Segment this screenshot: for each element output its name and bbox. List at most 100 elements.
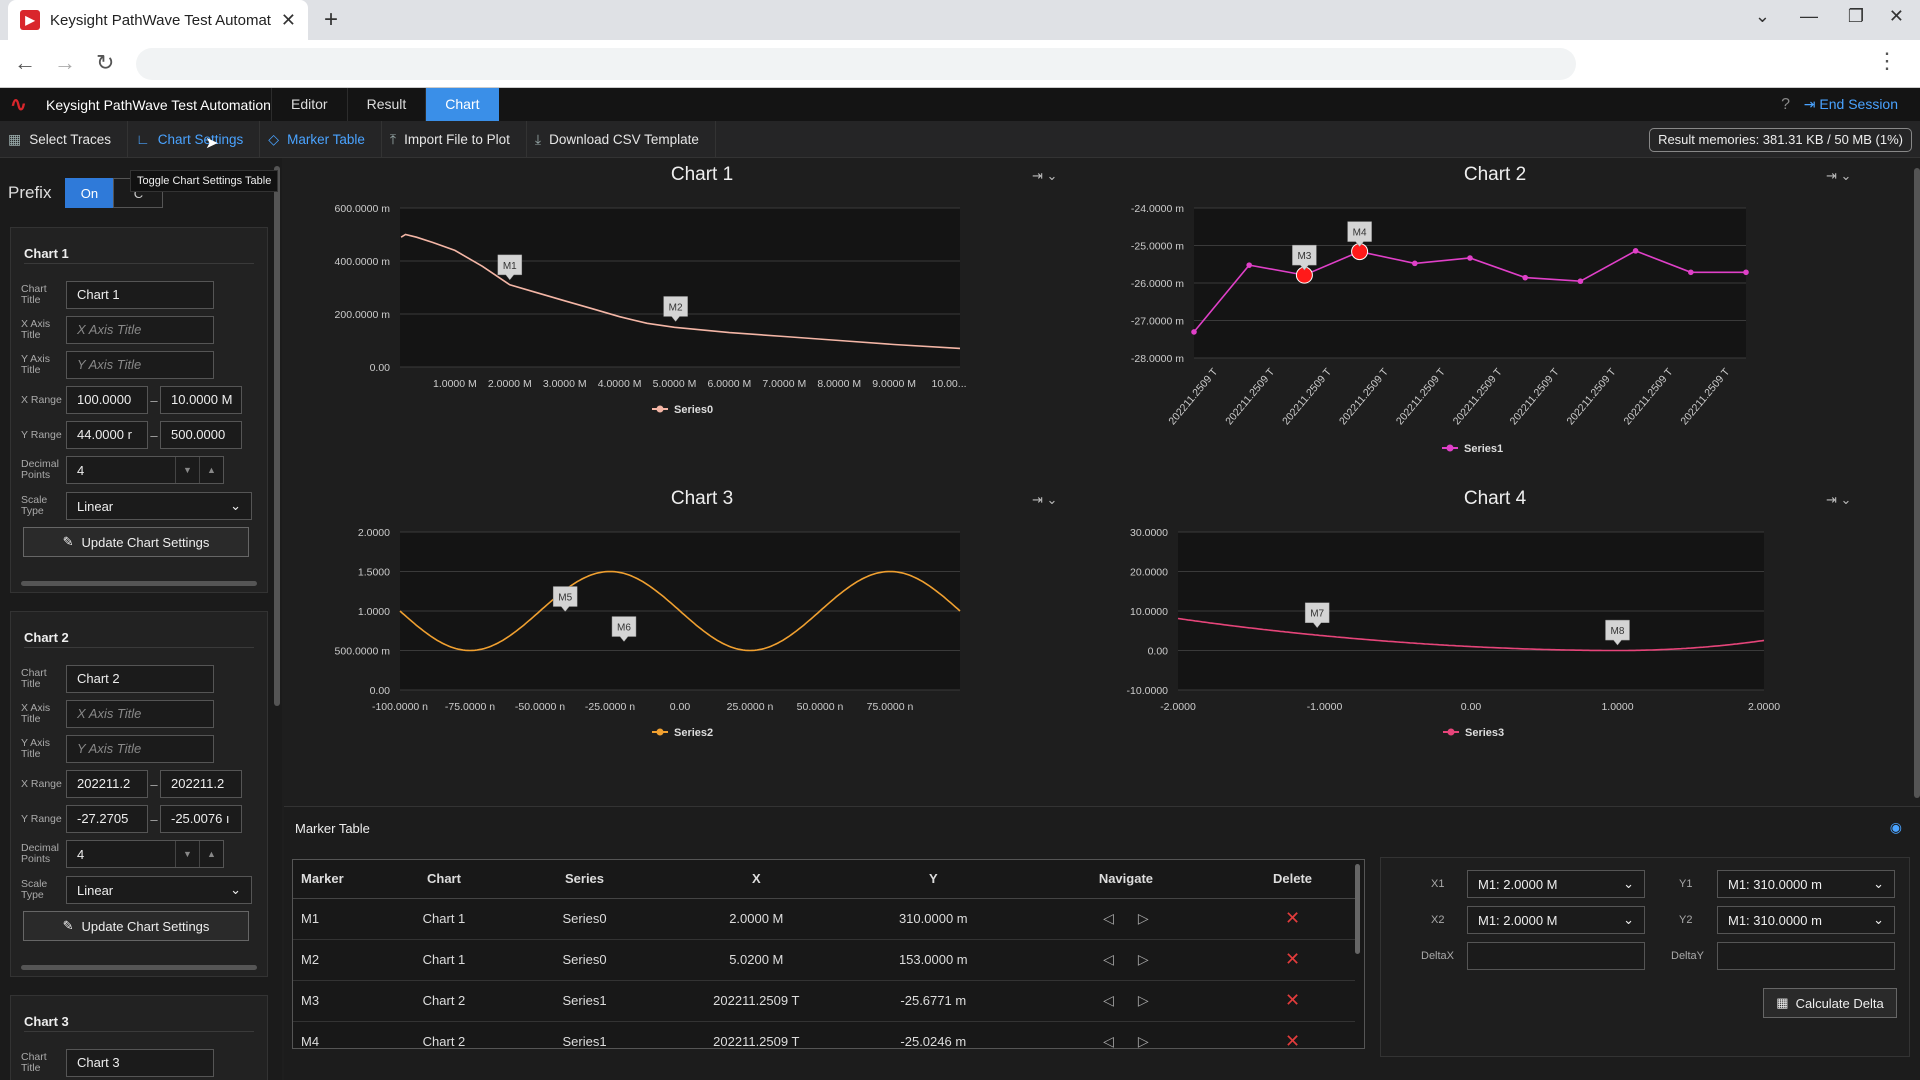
- navigate-right-icon[interactable]: ▷: [1137, 992, 1149, 1008]
- table-row[interactable]: M1 Chart 1 Series0 2.0000 M 310.0000 m ◁ ▷ ✕: [293, 898, 1355, 940]
- chart-2-menu[interactable]: ⇥ ⌄: [1826, 168, 1851, 184]
- y-range-min-input[interactable]: 44.0000 r: [66, 421, 148, 449]
- chart-3-menu[interactable]: ⇥ ⌄: [1032, 492, 1057, 508]
- y1-select[interactable]: M1: 310.0000 m ⌄: [1717, 870, 1895, 898]
- chart-1-menu[interactable]: ⇥ ⌄: [1032, 168, 1057, 184]
- y-range-max-input[interactable]: -25.0076 ı: [160, 805, 242, 833]
- table-row[interactable]: M2 Chart 1 Series0 5.0200 M 153.0000 m ◁ ▷ ✕: [293, 939, 1355, 981]
- legend-label[interactable]: Series0: [674, 404, 713, 416]
- reload-icon[interactable]: ↻: [96, 50, 115, 75]
- y2-select[interactable]: M1: 310.0000 m ⌄: [1717, 906, 1895, 934]
- decrement-icon[interactable]: ▼: [175, 457, 199, 483]
- x-range-max-input[interactable]: 10.0000 M: [160, 386, 242, 414]
- panel-scrollbar[interactable]: [21, 581, 257, 586]
- table-scrollbar[interactable]: [1355, 864, 1360, 954]
- forward-icon[interactable]: →: [54, 50, 76, 75]
- chart-title-input[interactable]: Chart 2: [66, 665, 214, 693]
- decimal-points-stepper[interactable]: 4 ▼ ▲: [66, 456, 224, 484]
- scale-type-select[interactable]: Linear ⌄: [66, 492, 252, 520]
- navigate-right-icon[interactable]: ▷: [1137, 910, 1149, 926]
- restore-icon[interactable]: ❐: [1847, 6, 1864, 26]
- import-file-button[interactable]: ⤒ Import File to Plot: [382, 120, 527, 158]
- delete-icon[interactable]: ✕: [1284, 908, 1301, 928]
- marker-flag[interactable]: [1292, 244, 1317, 271]
- delete-icon[interactable]: ✕: [1284, 1031, 1301, 1049]
- refresh-icon[interactable]: ◉: [1889, 819, 1902, 835]
- export-icon[interactable]: ⇥: [1826, 492, 1837, 507]
- export-icon[interactable]: ⇥: [1826, 168, 1837, 183]
- chevron-down-icon[interactable]: ⌄: [1046, 492, 1058, 507]
- x-axis-title-input[interactable]: X Axis Title: [66, 700, 214, 728]
- chart-title-input[interactable]: Chart 1: [66, 281, 214, 309]
- legend-label[interactable]: Series2: [674, 727, 713, 739]
- table-row[interactable]: M3 Chart 2 Series1 202211.2509 T -25.6771 m ◁…: [293, 980, 1355, 1022]
- export-icon[interactable]: ⇥: [1032, 168, 1043, 183]
- close-tab-icon[interactable]: ✕: [280, 9, 296, 30]
- x-range-min-input[interactable]: 202211.2: [66, 770, 148, 798]
- legend-label[interactable]: Series3: [1465, 727, 1504, 739]
- end-session-button[interactable]: ⇥ End Session: [1804, 96, 1898, 113]
- chart-settings-button[interactable]: ∟ Chart Settings: [128, 120, 261, 158]
- navigate-left-icon[interactable]: ◁: [1103, 910, 1114, 926]
- browser-tab[interactable]: ▶ Keysight PathWave Test Automat ✕: [8, 0, 308, 40]
- download-csv-button[interactable]: ⤓ Download CSV Template: [527, 120, 716, 158]
- deltax-field[interactable]: [1467, 942, 1645, 970]
- increment-icon[interactable]: ▲: [199, 841, 223, 867]
- x1-select[interactable]: M1: 2.0000 M ⌄: [1467, 870, 1645, 898]
- decrement-icon[interactable]: ▼: [175, 841, 199, 867]
- x-range-max-input[interactable]: 202211.2: [160, 770, 242, 798]
- delete-icon[interactable]: ✕: [1284, 949, 1301, 969]
- deltay-field[interactable]: [1717, 942, 1895, 970]
- marker-flag[interactable]: [1304, 602, 1330, 629]
- marker-flag[interactable]: [497, 254, 523, 281]
- decimal-points-stepper[interactable]: 4 ▼ ▲: [66, 840, 224, 868]
- increment-icon[interactable]: ▲: [199, 457, 223, 483]
- navigate-left-icon[interactable]: ◁: [1103, 992, 1114, 1008]
- marker-flag[interactable]: [611, 616, 637, 642]
- new-tab-button[interactable]: +: [324, 6, 339, 33]
- prefix-on-button[interactable]: On: [65, 178, 114, 208]
- x-axis-title-input[interactable]: X Axis Title: [66, 316, 214, 344]
- marker-table-button[interactable]: ◇ Marker Table: [260, 120, 382, 158]
- calculate-delta-button[interactable]: ▦ Calculate Delta: [1763, 988, 1897, 1018]
- table-row[interactable]: M4 Chart 2 Series1 202211.2509 T -25.0246 m ◁…: [293, 1021, 1355, 1049]
- select-traces-button[interactable]: ▦ Select Traces: [0, 120, 129, 158]
- update-chart-settings-button[interactable]: ✎ Update Chart Settings: [23, 527, 249, 557]
- chart-4-menu[interactable]: ⇥ ⌄: [1826, 492, 1851, 508]
- back-icon[interactable]: ←: [14, 50, 36, 75]
- help-icon[interactable]: ?: [1781, 96, 1790, 113]
- y-range-max-input[interactable]: 500.0000: [160, 421, 242, 449]
- minimize-icon[interactable]: —: [1800, 6, 1818, 26]
- panel-scrollbar[interactable]: [21, 965, 257, 970]
- sidebar-scrollbar[interactable]: [274, 166, 280, 706]
- navigate-right-icon[interactable]: ▷: [1137, 951, 1149, 967]
- tab-editor[interactable]: Editor: [271, 88, 347, 121]
- export-icon[interactable]: ⇥: [1032, 492, 1043, 507]
- navigate-right-icon[interactable]: ▷: [1137, 1033, 1149, 1049]
- navigate-left-icon[interactable]: ◁: [1103, 1033, 1114, 1049]
- update-chart-settings-button[interactable]: ✎ Update Chart Settings: [23, 911, 249, 941]
- tab-chart[interactable]: Chart: [425, 88, 499, 121]
- chevron-down-icon[interactable]: ⌄: [1840, 492, 1852, 507]
- scale-type-select[interactable]: Linear ⌄: [66, 876, 252, 904]
- chevron-down-icon[interactable]: ⌄: [1840, 168, 1852, 183]
- close-window-icon[interactable]: ✕: [1888, 6, 1904, 26]
- y-axis-title-input[interactable]: Y Axis Title: [66, 351, 214, 379]
- marker-flag[interactable]: [1347, 221, 1372, 247]
- charts-scrollbar[interactable]: [1914, 168, 1920, 798]
- navigate-left-icon[interactable]: ◁: [1103, 951, 1114, 967]
- y-axis-title-input[interactable]: Y Axis Title: [66, 735, 214, 763]
- chart-title-input[interactable]: Chart 3: [66, 1049, 214, 1077]
- browser-menu-icon[interactable]: ⋮: [1876, 48, 1898, 73]
- legend-label[interactable]: Series1: [1464, 443, 1503, 455]
- y-range-min-input[interactable]: -27.2705: [66, 805, 148, 833]
- address-bar[interactable]: [136, 48, 1576, 80]
- tab-list-chevron-icon[interactable]: ⌄: [1754, 6, 1770, 26]
- chevron-down-icon[interactable]: ⌄: [1046, 168, 1058, 183]
- tab-result[interactable]: Result: [346, 88, 426, 121]
- x2-select[interactable]: M1: 2.0000 M ⌄: [1467, 906, 1645, 934]
- marker-flag[interactable]: [663, 296, 688, 322]
- delete-icon[interactable]: ✕: [1284, 990, 1301, 1010]
- marker-flag[interactable]: [1605, 619, 1630, 646]
- x-range-min-input[interactable]: 100.0000: [66, 386, 148, 414]
